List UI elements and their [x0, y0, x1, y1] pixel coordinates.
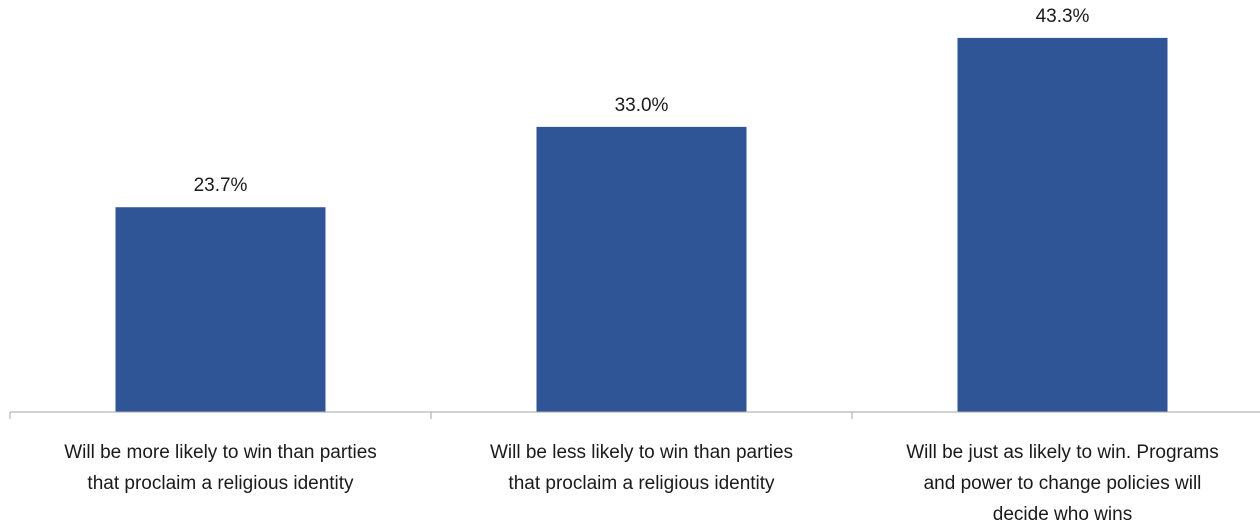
category-label-3-line-3: decide who wins [993, 504, 1132, 522]
category-label-3-line-2: and power to change policies will [924, 473, 1202, 494]
bars-group [115, 37, 1168, 412]
x-axis [9, 411, 1260, 419]
category-label-2-line-2: that proclaim a religious identity [508, 473, 775, 494]
category-label-2: Will be less likely to win than parties t… [490, 442, 793, 494]
data-label-1: 23.7% [194, 175, 248, 196]
category-label-3-line-1: Will be just as likely to win. Programs [906, 442, 1219, 463]
category-label-3: Will be just as likely to win. Programs a… [906, 442, 1219, 522]
category-label-1-line-1: Will be more likely to win than parties [64, 442, 377, 463]
category-labels-group: Will be more likely to win than parties t… [64, 442, 1219, 522]
data-labels-group: 23.7% 33.0% 43.3% [194, 6, 1090, 196]
data-label-3: 43.3% [1036, 6, 1090, 27]
category-label-1-line-2: that proclaim a religious identity [87, 473, 354, 494]
bar-2 [536, 126, 747, 412]
category-label-2-line-1: Will be less likely to win than parties [490, 442, 793, 463]
data-label-2: 33.0% [615, 95, 669, 116]
bar-1 [115, 207, 326, 412]
category-label-1: Will be more likely to win than parties t… [64, 442, 377, 494]
bar-3 [957, 37, 1168, 412]
